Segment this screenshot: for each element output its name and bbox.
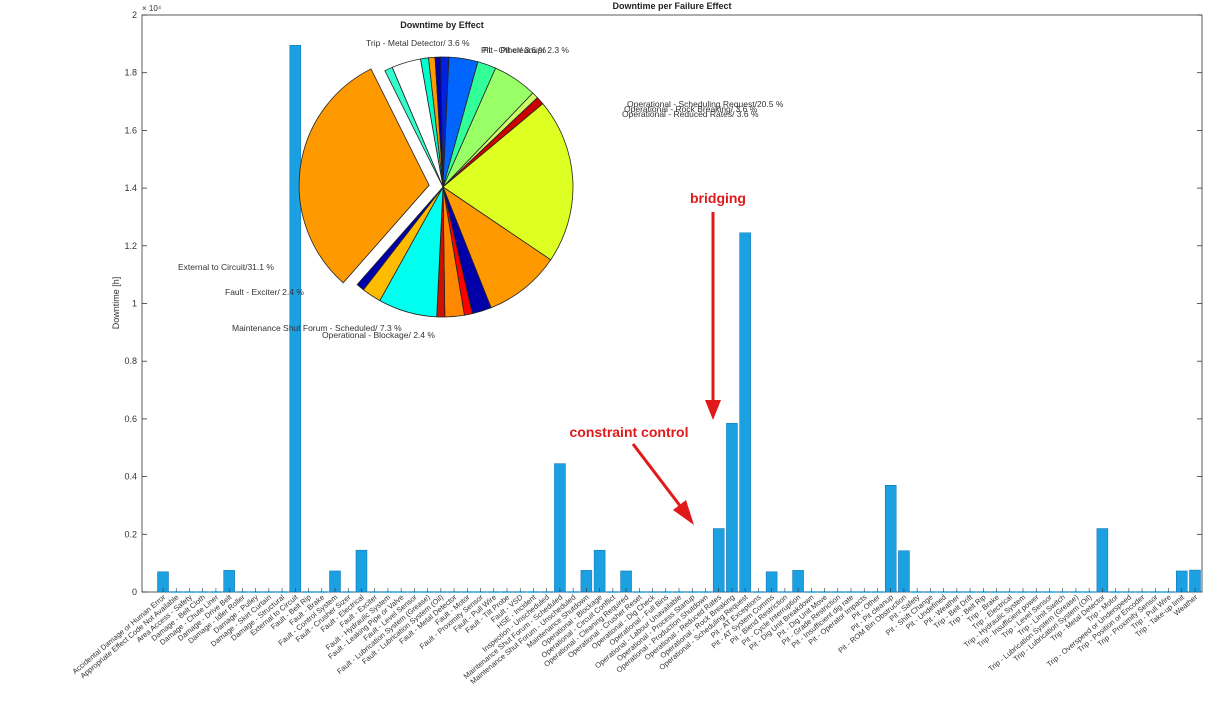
y-tick-label: 0 — [132, 587, 137, 597]
pie-slices — [298, 56, 574, 318]
annotation-constraint-control-text: constraint control — [569, 424, 688, 440]
bar — [554, 463, 566, 593]
pie-label-fault-exciter: Fault - Exciter/ 2.4 % — [225, 287, 304, 297]
pie-label-maintenance-shut-scheduled: Maintenance Shut Forum - Scheduled/ 7.3 … — [232, 323, 402, 333]
bar — [726, 422, 738, 593]
bar — [593, 549, 606, 593]
bar — [712, 528, 725, 593]
annotation-bridging-arrowhead — [705, 400, 721, 420]
y-ticks: 0 0.2 0.4 0.6 0.8 1 1.2 1.4 1.6 1.8 2 — [124, 10, 1202, 597]
bar — [898, 550, 910, 593]
pie-label-trip-metal-detector: Trip - Metal Detector/ 3.6 % — [366, 38, 470, 48]
y-tick-label: 1.6 — [124, 125, 137, 135]
pie-label-scheduling-request: Operational - Scheduling Request/20.5 % — [627, 99, 784, 109]
chart-title: Downtime per Failure Effect — [612, 1, 731, 11]
pie-slice — [356, 186, 444, 291]
pie-label-rock-breaking: Operational - Rock Breaking/ 3.6 % — [624, 104, 758, 114]
pie-label-reduced-rates: Operational - Reduced Rates/ 3.6 % — [622, 109, 759, 119]
y-tick-label: 1.4 — [124, 183, 137, 193]
y-exponent-label: × 10⁴ — [142, 4, 162, 13]
pie-title: Downtime by Effect — [400, 20, 484, 30]
y-tick-label: 0.8 — [124, 356, 137, 366]
pie-slice — [442, 103, 574, 261]
annotation-constraint-control-arrow — [631, 443, 683, 508]
bar — [884, 485, 897, 593]
y-tick-label: 0.6 — [124, 414, 137, 424]
y-tick-label: 1.2 — [124, 241, 137, 251]
annotation-constraint-control-arrowhead — [673, 500, 694, 525]
bar — [739, 232, 751, 593]
inset-pie-chart: Downtime by Effect Trip - Metal Detector… — [178, 20, 784, 340]
pie-label-external-to-circuit: External to Circuit/31.1 % — [178, 262, 274, 272]
bars — [157, 45, 1201, 593]
annotation-bridging: bridging — [690, 190, 746, 420]
y-axis-label: Downtime [h] — [111, 277, 121, 330]
annotation-constraint-control: constraint control — [569, 424, 694, 525]
pie-slice — [298, 68, 430, 284]
pie-label-pit-other: Pit - Other/ 3.6 % — [481, 45, 547, 55]
y-tick-label: 2 — [132, 10, 137, 20]
y-tick-label: 1 — [132, 299, 137, 309]
pie-label-operational-blockage: Operational - Blockage/ 2.4 % — [322, 330, 435, 340]
annotation-bridging-text: bridging — [690, 190, 746, 206]
pie-slice — [391, 58, 444, 188]
bar — [355, 549, 368, 593]
pie-label-pit-cleanup: Pit - Pit cleanup/ 2.3 % — [483, 45, 569, 55]
y-tick-label: 0.4 — [124, 472, 137, 482]
pie-slice — [442, 185, 552, 309]
bar — [289, 45, 302, 593]
bar — [1096, 528, 1109, 593]
y-tick-label: 0.2 — [124, 529, 137, 539]
y-tick-label: 1.8 — [124, 68, 137, 78]
